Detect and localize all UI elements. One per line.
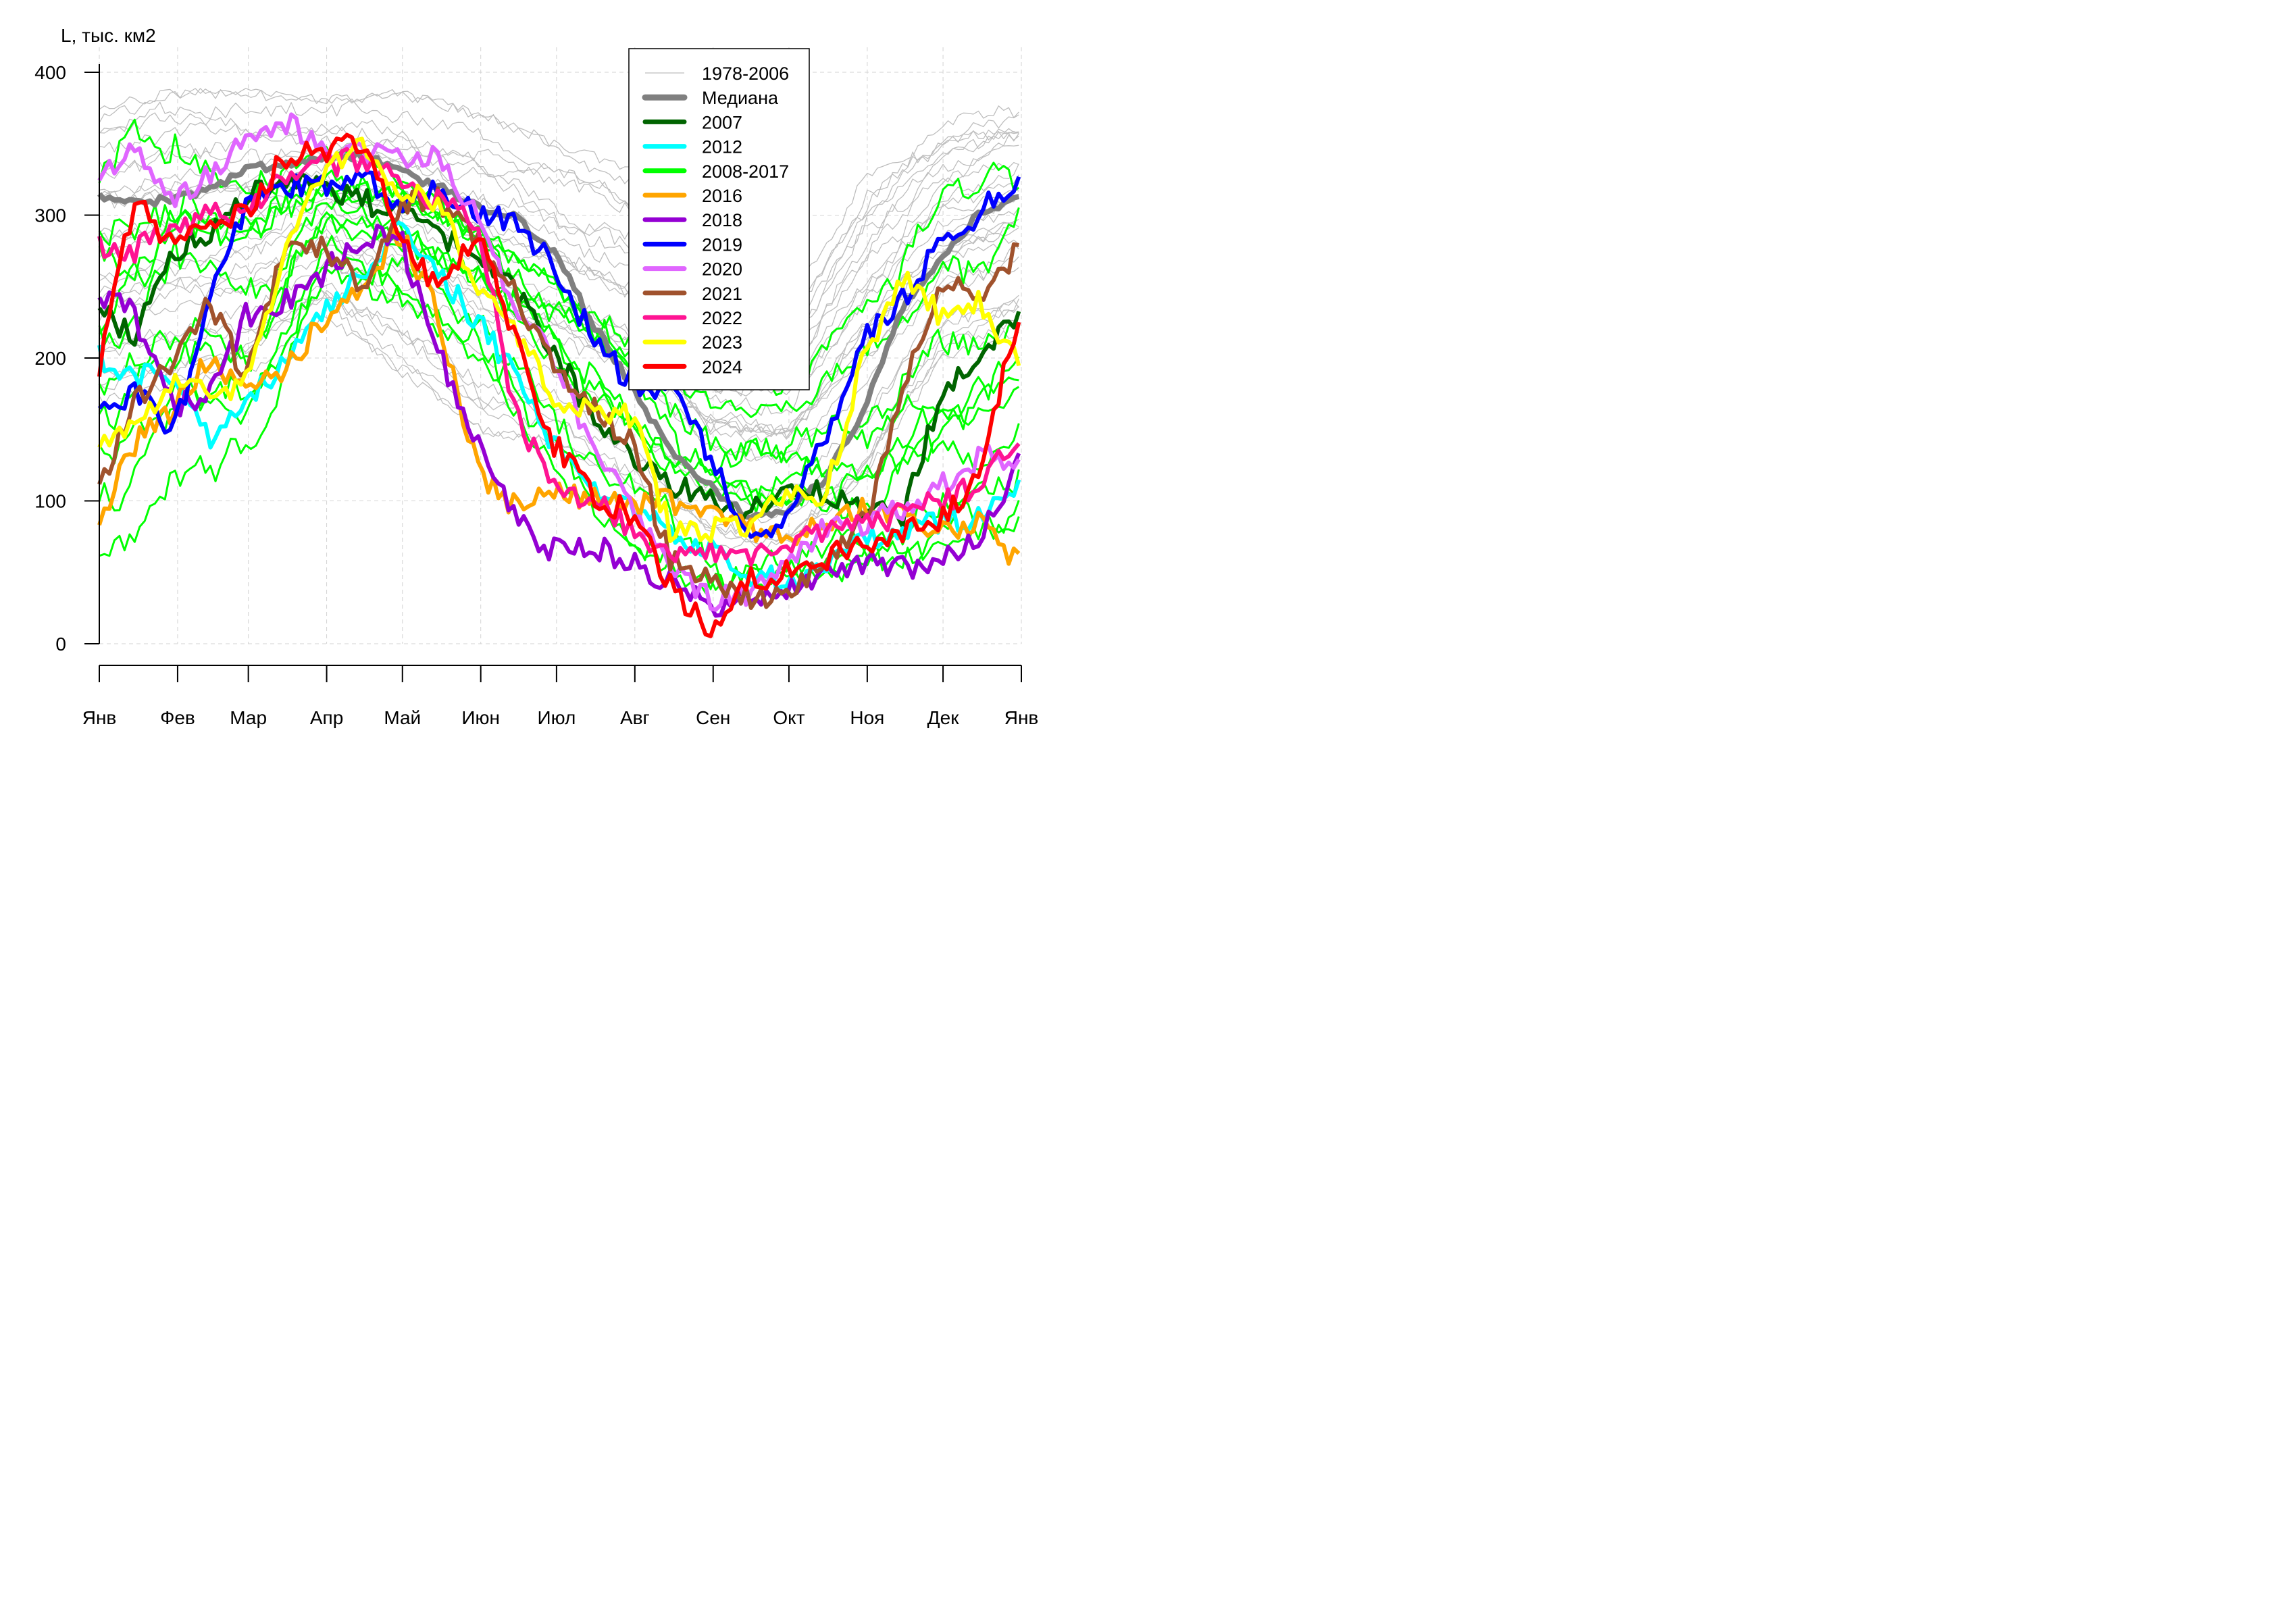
y-tick-label: 0	[55, 634, 66, 655]
y-tick-label: 200	[34, 348, 66, 369]
axes: 0 100 200 300 400 Янв Фев Мар Апр Май Июн Июл Авг Сен…	[34, 62, 1038, 728]
series-line-2008-2017	[98, 169, 1020, 476]
legend-label: 2021	[702, 284, 742, 304]
legend-label: Медиана	[702, 88, 779, 108]
y-axis-title: L, тыс. км2	[61, 25, 156, 46]
y-tick-label: 400	[34, 62, 66, 83]
x-tick-label: Фев	[160, 707, 195, 728]
series-line-1978-2006	[99, 88, 1019, 305]
legend-label: 2008-2017	[702, 161, 789, 182]
x-tick-label: Сен	[696, 707, 730, 728]
x-tick-label: Апр	[310, 707, 343, 728]
sea-ice-area-chart: 0 100 200 300 400 Янв Фев Мар Апр Май Июн Июл Авг Сен…	[34, 25, 1038, 728]
legend-label: 2019	[702, 234, 742, 255]
series-line-1978-2006	[99, 134, 1019, 387]
legend-label: 1978-2006	[702, 63, 789, 84]
series-line-2016	[97, 226, 1021, 566]
legend-label: 2024	[702, 357, 742, 377]
y-tick-label: 300	[34, 205, 66, 226]
x-tick-label: Дек	[927, 707, 960, 728]
x-tick-label: Янв	[1004, 707, 1039, 728]
series-line-1978-2006	[99, 290, 1019, 542]
legend-label: 2022	[702, 308, 742, 328]
series-line-2023	[97, 136, 1021, 544]
legend-label: 2023	[702, 332, 742, 353]
x-tick-label: Янв	[82, 707, 117, 728]
series-line-1978-2006	[99, 205, 1019, 461]
x-tick-label: Авг	[620, 707, 650, 728]
series-lines	[97, 112, 1021, 638]
series-line-1978-2006	[99, 143, 1019, 369]
legend-label: 2012	[702, 137, 742, 157]
x-tick-label: Июл	[537, 707, 576, 728]
series-line-1978-2006	[99, 98, 1019, 340]
legend-label: 2007	[702, 112, 742, 132]
legend-label: 2018	[702, 210, 742, 230]
series-line-1978-2006	[99, 88, 1019, 321]
series-line-2022	[97, 147, 1021, 567]
legend-label: 2020	[702, 259, 742, 280]
x-tick-label: Мар	[230, 707, 267, 728]
x-tick-label: Окт	[773, 707, 805, 728]
series-line-2008-2017	[98, 180, 1020, 478]
y-tick-label: 100	[34, 491, 66, 512]
x-tick-label: Июн	[461, 707, 500, 728]
x-tick-label: Май	[384, 707, 421, 728]
series-line-2024	[97, 132, 1021, 638]
series-line-Медиана	[97, 148, 1020, 520]
legend-label: 2016	[702, 186, 742, 206]
legend: 1978-2006 Медиана 2007 2012 2008-2017 2016 201…	[628, 48, 810, 390]
series-line-2018	[97, 224, 1021, 618]
x-tick-label: Ноя	[850, 707, 884, 728]
